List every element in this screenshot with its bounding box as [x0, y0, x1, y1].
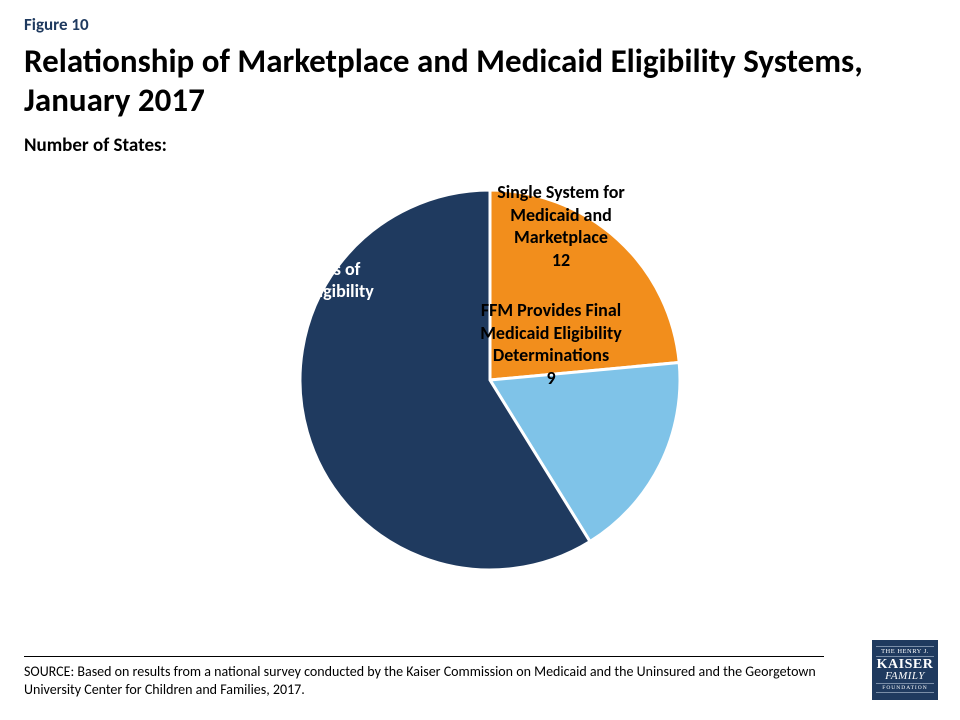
- figure-label: Figure 10: [24, 14, 89, 35]
- logo-line4: FOUNDATION: [876, 683, 934, 693]
- pie-slice-label: FFM Provides Assessments of Medicaid Eli…: [208, 235, 398, 325]
- source-footer: SOURCE: Based on results from a national…: [24, 656, 824, 698]
- page-title: Relationship of Marketplace and Medicaid…: [24, 42, 936, 120]
- logo-line1: THE HENRY J.: [876, 646, 934, 657]
- pie-slice-label: Single System for Medicaid and Marketpla…: [466, 181, 656, 271]
- subtitle: Number of States:: [24, 134, 167, 157]
- kaiser-logo: THE HENRY J. KAISER FAMILY FOUNDATION: [872, 640, 938, 700]
- logo-line3: FAMILY: [872, 671, 938, 682]
- pie-slice-label: FFM Provides Final Medicaid Eligibility …: [456, 299, 646, 389]
- pie-chart: Single System for Medicaid and Marketpla…: [0, 170, 960, 620]
